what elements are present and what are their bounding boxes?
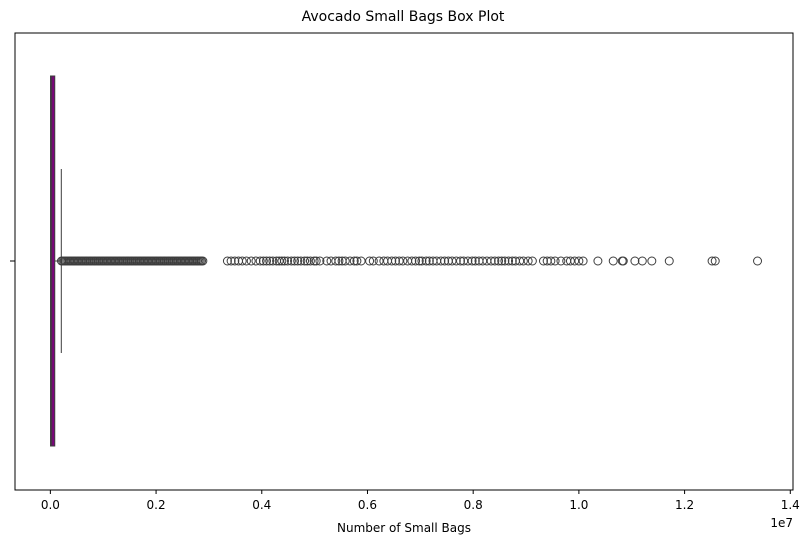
outlier-point bbox=[255, 256, 265, 266]
outlier-point bbox=[518, 256, 528, 266]
x-tick-label: 1.0 bbox=[569, 498, 588, 512]
iqr-box bbox=[50, 75, 56, 447]
outlier-point bbox=[527, 256, 537, 266]
outlier-point bbox=[407, 256, 417, 266]
outlier-point bbox=[241, 256, 251, 266]
outlier-point bbox=[246, 256, 256, 266]
outlier-point bbox=[470, 256, 480, 266]
x-axis-offset-label: 1e7 bbox=[770, 516, 793, 530]
outlier-point bbox=[463, 256, 473, 266]
outlier-point bbox=[500, 256, 510, 266]
x-tick-label: 0.8 bbox=[464, 498, 483, 512]
outlier-point bbox=[309, 256, 319, 266]
outlier-point bbox=[290, 256, 300, 266]
x-tick-label: 0.2 bbox=[147, 498, 166, 512]
outlier-point bbox=[417, 256, 427, 266]
outlier-point bbox=[664, 256, 674, 266]
outlier-point bbox=[374, 256, 384, 266]
outlier-point bbox=[315, 256, 325, 266]
outlier-point bbox=[707, 256, 717, 266]
outlier-point bbox=[340, 256, 350, 266]
outlier-point bbox=[424, 256, 434, 266]
outlier-point bbox=[486, 256, 496, 266]
outlier-point bbox=[262, 256, 272, 266]
outlier-point bbox=[753, 256, 763, 266]
outlier-point bbox=[608, 256, 618, 266]
outlier-point bbox=[279, 256, 289, 266]
outlier-point bbox=[331, 256, 341, 266]
outlier-point bbox=[345, 256, 355, 266]
outlier-point bbox=[467, 256, 477, 266]
outlier-point bbox=[523, 256, 533, 266]
outlier-point bbox=[293, 256, 303, 266]
chart-title: Avocado Small Bags Box Plot bbox=[302, 9, 505, 25]
outlier-point bbox=[300, 256, 310, 266]
outlier-point bbox=[352, 256, 362, 266]
outlier-point bbox=[556, 256, 566, 266]
outlier-point bbox=[296, 256, 306, 266]
outlier-point bbox=[349, 256, 359, 266]
x-tick-label: 1.2 bbox=[675, 498, 694, 512]
outlier-point bbox=[230, 256, 240, 266]
outlier-point bbox=[538, 256, 548, 266]
outlier-point bbox=[436, 256, 446, 266]
outlier-point bbox=[550, 256, 560, 266]
outlier-point bbox=[258, 256, 268, 266]
outlier-point bbox=[497, 256, 507, 266]
outlier-point bbox=[390, 256, 400, 266]
outlier-point bbox=[618, 256, 628, 266]
outlier-point bbox=[546, 256, 556, 266]
outlier-point bbox=[334, 256, 344, 266]
outlier-point bbox=[455, 256, 465, 266]
box-plot-series bbox=[50, 75, 62, 447]
outlier-point bbox=[237, 256, 247, 266]
outlier-point bbox=[365, 256, 375, 266]
outlier-point bbox=[637, 256, 647, 266]
outlier-point bbox=[265, 256, 275, 266]
outlier-point bbox=[305, 256, 315, 266]
outlier-point bbox=[311, 256, 321, 266]
outlier-point bbox=[277, 256, 287, 266]
outlier-point bbox=[387, 256, 397, 266]
outlier-point bbox=[578, 256, 588, 266]
x-tick-label: 0.4 bbox=[252, 498, 271, 512]
outlier-point bbox=[630, 256, 640, 266]
outlier-point bbox=[322, 256, 332, 266]
x-tick-label: 0.0 bbox=[41, 498, 60, 512]
outlier-point bbox=[490, 256, 500, 266]
outlier-point bbox=[302, 256, 312, 266]
outlier-point bbox=[574, 256, 584, 266]
outlier-point bbox=[398, 256, 408, 266]
outlier-point bbox=[421, 256, 431, 266]
outlier-point bbox=[504, 256, 514, 266]
x-axis-ticks: 0.0 0.2 0.4 0.6 0.8 1.0 1.2 1.4 bbox=[41, 490, 800, 512]
outlier-point bbox=[494, 256, 504, 266]
outlier-point bbox=[593, 256, 603, 266]
x-tick-label: 1.4 bbox=[781, 498, 800, 512]
outlier-point bbox=[222, 256, 232, 266]
x-axis-label: Number of Small Bags bbox=[337, 521, 471, 535]
outlier-point bbox=[226, 256, 236, 266]
outlier-points bbox=[56, 256, 763, 266]
outlier-point bbox=[268, 256, 278, 266]
outlier-point bbox=[283, 256, 293, 266]
outlier-point bbox=[451, 256, 461, 266]
outlier-point bbox=[507, 256, 517, 266]
outlier-point bbox=[286, 256, 296, 266]
x-tick-label: 0.6 bbox=[358, 498, 377, 512]
outlier-point bbox=[198, 256, 208, 266]
outlier-point bbox=[411, 256, 421, 266]
outlier-point bbox=[647, 256, 657, 266]
outlier-point bbox=[251, 256, 261, 266]
outlier-point bbox=[414, 256, 424, 266]
outlier-point bbox=[368, 256, 378, 266]
outlier-point bbox=[710, 256, 720, 266]
outlier-point bbox=[440, 256, 450, 266]
